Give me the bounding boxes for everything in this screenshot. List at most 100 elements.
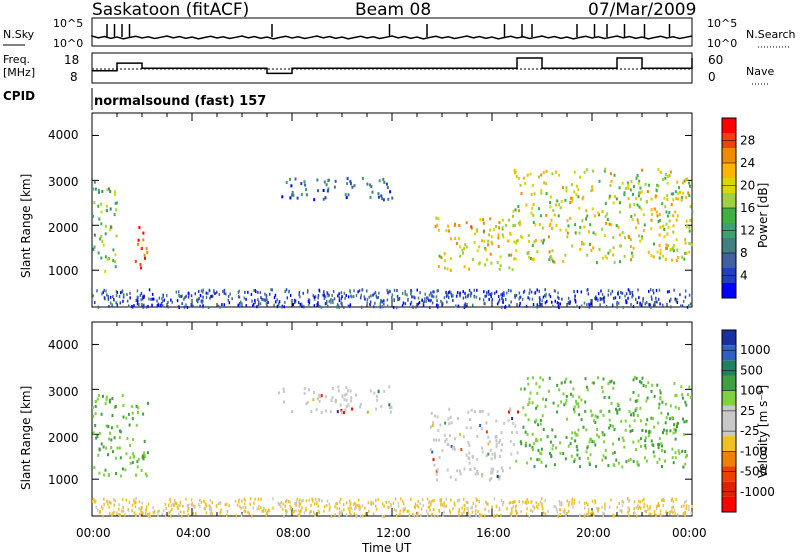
power-colorbar-swatch	[722, 283, 736, 298]
power-cell	[656, 300, 658, 304]
power-cell	[569, 196, 572, 200]
power-cell	[323, 297, 326, 301]
power-cell	[327, 304, 329, 308]
power-cell	[499, 264, 502, 268]
power-cell	[663, 196, 666, 200]
velocity-cell	[653, 425, 656, 429]
power-cell	[551, 172, 554, 176]
power-cell	[661, 202, 664, 206]
velocity-cell	[476, 457, 479, 461]
power-cell	[324, 196, 327, 200]
velocity-cell	[572, 387, 575, 391]
power-cell	[652, 291, 655, 295]
velocity-cell	[109, 512, 111, 515]
power-cell	[263, 298, 265, 302]
velocity-cell	[633, 419, 636, 423]
power-cell	[670, 305, 672, 309]
velocity-cell	[402, 499, 404, 503]
power-cell	[382, 198, 385, 202]
velocity-cell	[131, 417, 134, 421]
power-cell	[443, 252, 446, 256]
power-cell	[383, 180, 386, 184]
power-cell	[666, 194, 669, 198]
power-cell	[538, 223, 541, 226]
power-cell	[658, 233, 661, 237]
power-cell	[650, 254, 653, 258]
velocity-cell	[499, 439, 502, 442]
power-cell	[515, 175, 518, 179]
power-cell	[586, 253, 589, 257]
power-cell	[126, 293, 128, 297]
velocity-cell	[262, 509, 265, 513]
velocity-cell	[298, 509, 300, 513]
power-cell	[536, 303, 539, 307]
velocity-cell	[514, 500, 516, 504]
power-cell	[648, 289, 650, 293]
power-cell	[512, 214, 514, 218]
power-cell	[473, 240, 476, 244]
velocity-cell	[549, 440, 552, 444]
power-cell	[521, 297, 524, 301]
power-cell	[413, 295, 415, 299]
velocity-cell	[536, 439, 539, 443]
power-cell	[545, 213, 548, 217]
power-cell	[527, 296, 529, 300]
velocity-cell	[508, 501, 511, 505]
velocity-cell	[443, 501, 445, 505]
power-cell	[393, 288, 396, 292]
power-cell	[424, 292, 426, 296]
power-cell	[500, 293, 502, 297]
velocity-colorbar-swatch	[722, 360, 736, 376]
power-cell	[644, 302, 646, 306]
power-cell	[538, 296, 541, 300]
power-cell	[396, 306, 398, 310]
power-cell	[541, 299, 543, 303]
velocity-cell	[441, 449, 444, 453]
power-cell	[106, 209, 109, 213]
velocity-cell	[114, 405, 117, 408]
power-cell	[684, 251, 687, 255]
velocity-cell	[272, 497, 274, 501]
power-cell	[641, 235, 644, 239]
power-cell	[536, 288, 538, 292]
velocity-cell	[490, 457, 493, 461]
power-cell	[207, 292, 209, 296]
velocity-cell	[571, 497, 573, 501]
power-cell	[380, 299, 382, 303]
velocity-cell	[377, 498, 379, 502]
power-cell	[638, 234, 641, 238]
velocity-cell	[152, 506, 154, 510]
power-cell	[238, 289, 240, 293]
power-cell	[406, 293, 408, 297]
power-cell	[386, 288, 388, 292]
power-cell	[508, 304, 511, 308]
velocity-cell	[112, 511, 114, 515]
freq-tick-top: 18	[64, 53, 80, 67]
power-cell	[658, 219, 661, 223]
velocity-cell	[477, 472, 479, 476]
power-cell	[120, 291, 122, 295]
velocity-cell	[450, 421, 453, 425]
velocity-cell	[500, 466, 503, 470]
power-cell	[410, 300, 413, 304]
velocity-cell	[524, 430, 527, 434]
velocity-cell	[660, 498, 663, 502]
velocity-cell	[673, 509, 676, 512]
power-cell	[332, 290, 335, 293]
power-cell	[612, 296, 615, 300]
velocity-cell	[170, 514, 172, 518]
power-cell	[156, 299, 158, 303]
velocity-cell	[429, 448, 432, 452]
power-cell	[118, 295, 121, 298]
velocity-cell	[479, 424, 482, 427]
power-cell	[360, 305, 363, 309]
power-cell	[429, 299, 431, 303]
power-cell	[391, 293, 394, 297]
power-cell	[437, 217, 440, 221]
power-cell	[202, 288, 205, 292]
power-cell	[497, 236, 500, 240]
power-cell	[670, 297, 672, 301]
power-cell	[100, 222, 103, 226]
velocity-cell	[349, 499, 351, 503]
